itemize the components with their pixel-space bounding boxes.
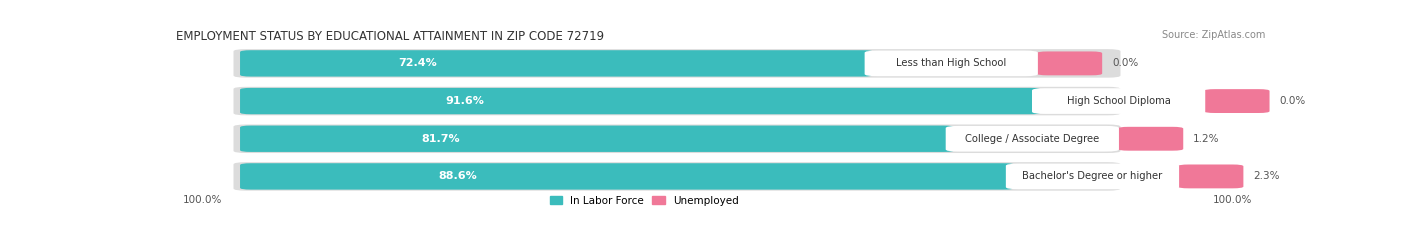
Text: 0.0%: 0.0% bbox=[1112, 58, 1139, 69]
FancyBboxPatch shape bbox=[946, 126, 1119, 152]
Text: 81.7%: 81.7% bbox=[422, 134, 460, 144]
FancyBboxPatch shape bbox=[240, 163, 1015, 190]
FancyBboxPatch shape bbox=[240, 88, 1040, 114]
Text: Less than High School: Less than High School bbox=[896, 58, 1007, 69]
Text: EMPLOYMENT STATUS BY EDUCATIONAL ATTAINMENT IN ZIP CODE 72719: EMPLOYMENT STATUS BY EDUCATIONAL ATTAINM… bbox=[176, 30, 603, 43]
FancyBboxPatch shape bbox=[1005, 164, 1180, 189]
FancyBboxPatch shape bbox=[1036, 51, 1102, 75]
FancyBboxPatch shape bbox=[1178, 164, 1243, 188]
FancyBboxPatch shape bbox=[233, 124, 1121, 153]
Text: 72.4%: 72.4% bbox=[398, 58, 437, 69]
Text: 100.0%: 100.0% bbox=[183, 195, 222, 205]
FancyBboxPatch shape bbox=[240, 126, 955, 152]
Text: 88.6%: 88.6% bbox=[439, 171, 477, 182]
Legend: In Labor Force, Unemployed: In Labor Force, Unemployed bbox=[550, 196, 740, 206]
FancyBboxPatch shape bbox=[865, 51, 1038, 76]
FancyBboxPatch shape bbox=[240, 50, 873, 77]
Text: 2.3%: 2.3% bbox=[1253, 171, 1279, 182]
Text: College / Associate Degree: College / Associate Degree bbox=[965, 134, 1099, 144]
Text: 1.2%: 1.2% bbox=[1194, 134, 1219, 144]
FancyBboxPatch shape bbox=[233, 162, 1121, 191]
FancyBboxPatch shape bbox=[1204, 89, 1270, 113]
FancyBboxPatch shape bbox=[1118, 127, 1184, 151]
Text: High School Diploma: High School Diploma bbox=[1067, 96, 1171, 106]
Text: Source: ZipAtlas.com: Source: ZipAtlas.com bbox=[1161, 30, 1265, 40]
FancyBboxPatch shape bbox=[1032, 88, 1205, 114]
Text: 100.0%: 100.0% bbox=[1213, 195, 1253, 205]
Text: 91.6%: 91.6% bbox=[446, 96, 484, 106]
Text: Bachelor's Degree or higher: Bachelor's Degree or higher bbox=[1022, 171, 1163, 182]
Text: 0.0%: 0.0% bbox=[1279, 96, 1306, 106]
FancyBboxPatch shape bbox=[233, 87, 1121, 115]
FancyBboxPatch shape bbox=[233, 49, 1121, 78]
